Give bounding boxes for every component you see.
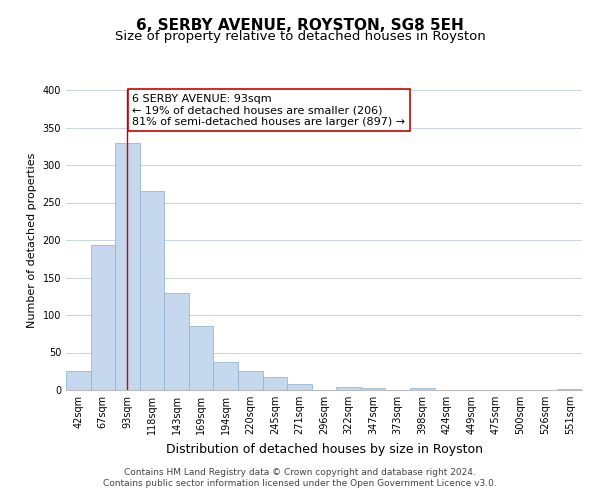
Bar <box>557 388 582 390</box>
Bar <box>263 377 287 390</box>
Bar <box>336 387 361 390</box>
Bar <box>115 142 140 390</box>
Text: 6 SERBY AVENUE: 93sqm
← 19% of detached houses are smaller (206)
81% of semi-det: 6 SERBY AVENUE: 93sqm ← 19% of detached … <box>133 94 406 127</box>
Bar <box>164 292 189 390</box>
Bar <box>66 371 91 390</box>
Y-axis label: Number of detached properties: Number of detached properties <box>27 152 37 328</box>
Bar <box>214 362 238 390</box>
Bar <box>287 384 312 390</box>
X-axis label: Distribution of detached houses by size in Royston: Distribution of detached houses by size … <box>166 442 482 456</box>
Bar <box>410 388 434 390</box>
Text: 6, SERBY AVENUE, ROYSTON, SG8 5EH: 6, SERBY AVENUE, ROYSTON, SG8 5EH <box>136 18 464 32</box>
Text: Contains HM Land Registry data © Crown copyright and database right 2024.
Contai: Contains HM Land Registry data © Crown c… <box>103 468 497 487</box>
Bar <box>361 388 385 390</box>
Bar <box>91 245 115 390</box>
Bar <box>238 370 263 390</box>
Text: Size of property relative to detached houses in Royston: Size of property relative to detached ho… <box>115 30 485 43</box>
Bar <box>140 191 164 390</box>
Bar <box>189 326 214 390</box>
